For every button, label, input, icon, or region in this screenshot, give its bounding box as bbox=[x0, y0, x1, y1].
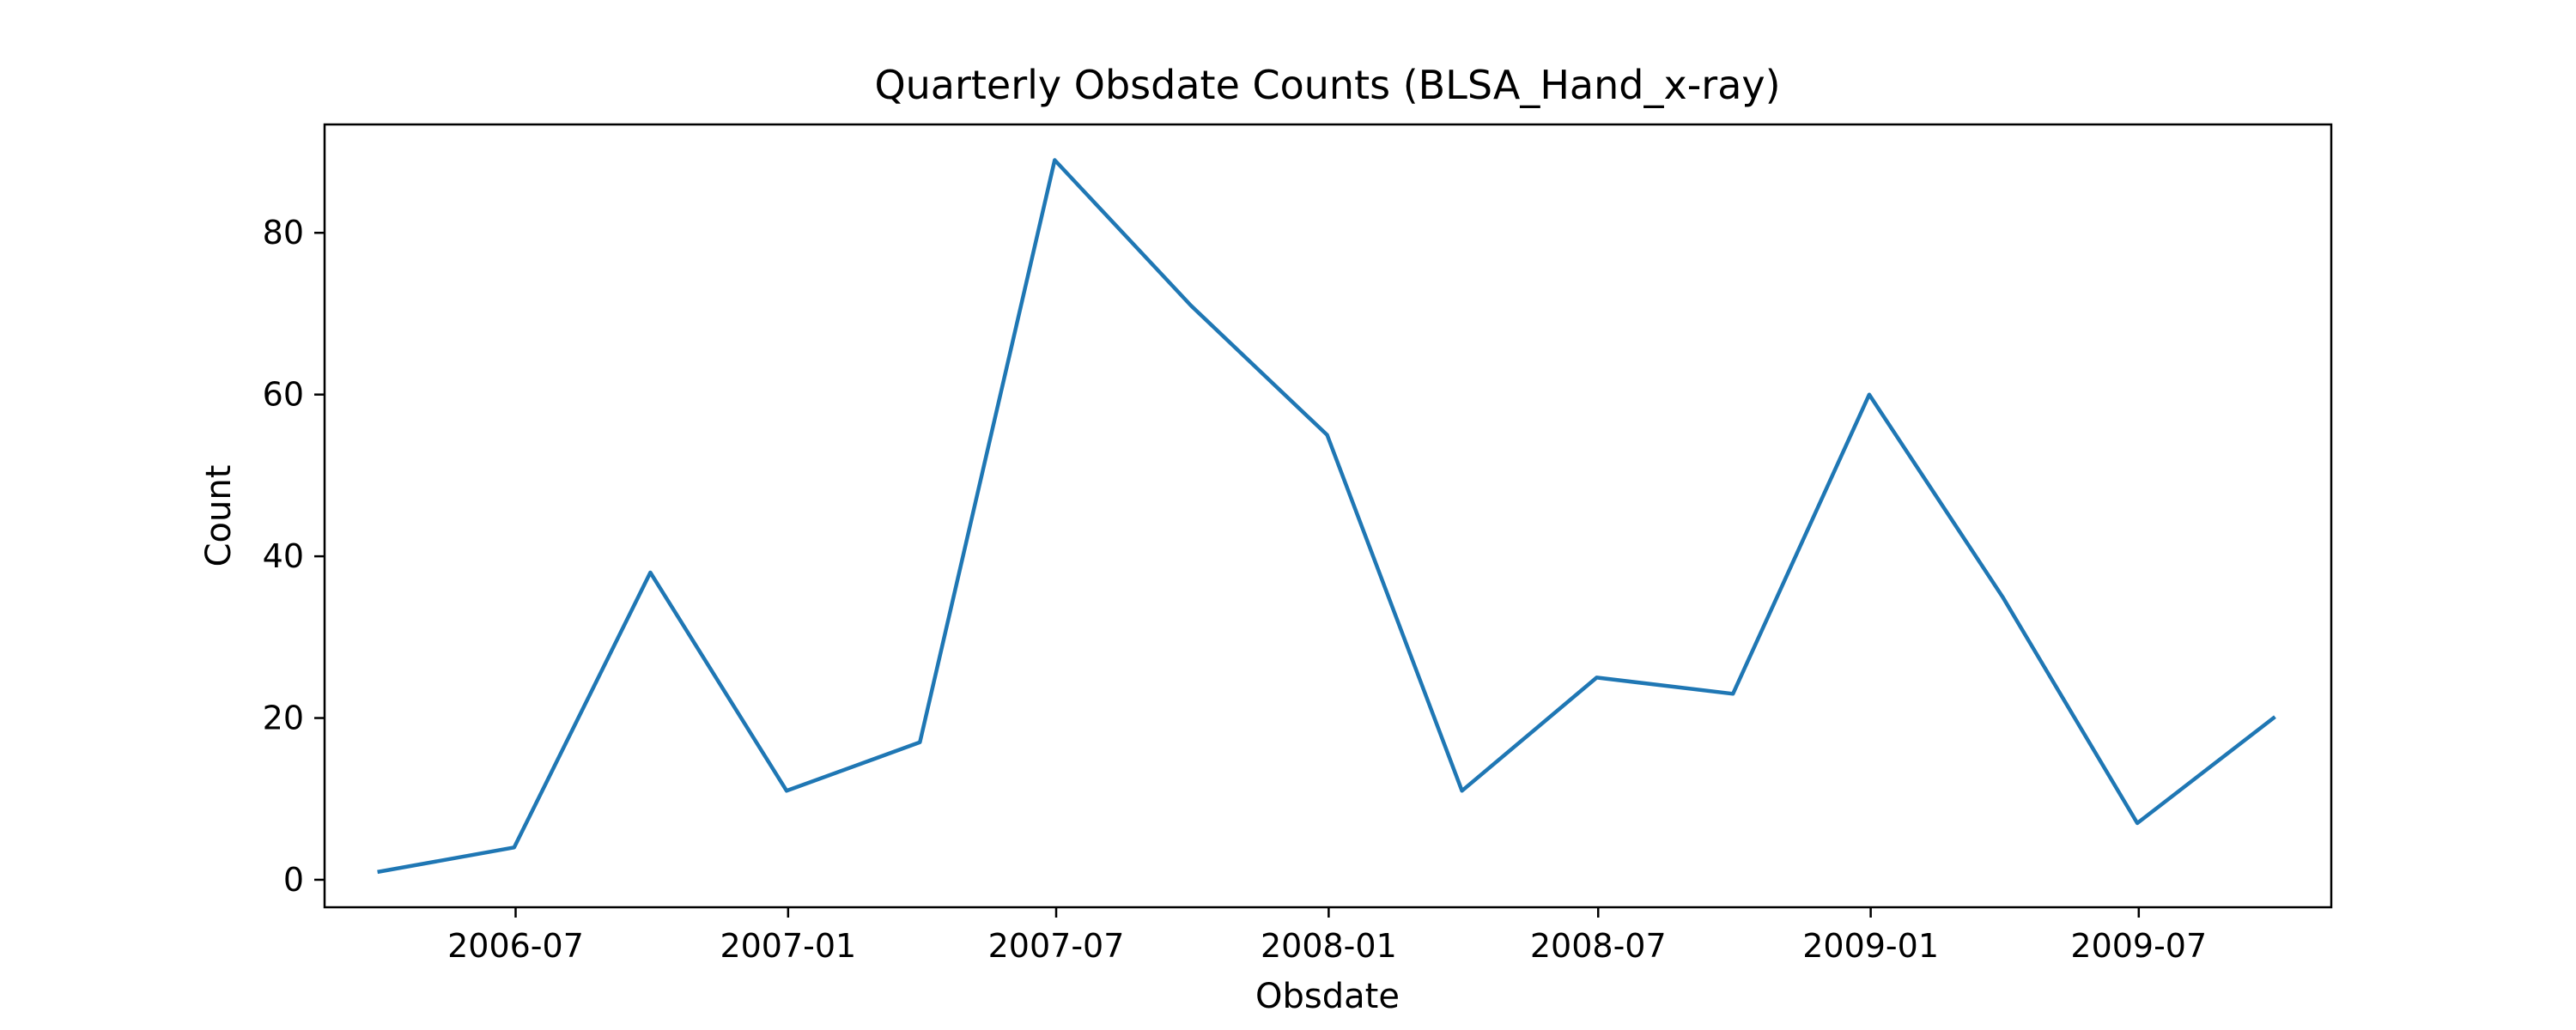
x-tick-label: 2006-07 bbox=[447, 927, 584, 965]
x-axis: 2006-07 2007-01 2007-07 2008-01 2008-07 2009-… bbox=[447, 907, 2207, 965]
y-axis: 0 20 40 60 80 bbox=[263, 214, 325, 899]
y-tick-label: 40 bbox=[263, 537, 304, 575]
y-tick-label: 0 bbox=[283, 861, 304, 899]
x-tick-label: 2007-07 bbox=[988, 927, 1125, 965]
x-axis-label: Obsdate bbox=[1255, 977, 1400, 1016]
y-tick-label: 60 bbox=[263, 376, 304, 414]
y-tick-label: 20 bbox=[263, 700, 304, 737]
x-tick-label: 2009-01 bbox=[1802, 927, 1939, 965]
x-tick-label: 2008-01 bbox=[1261, 927, 1397, 965]
series-line bbox=[377, 158, 2276, 875]
plot-frame bbox=[323, 123, 2333, 909]
y-axis-label: Count bbox=[199, 465, 239, 567]
x-tick-label: 2008-07 bbox=[1530, 927, 1667, 965]
plot-series bbox=[377, 158, 2276, 875]
y-tick-label: 80 bbox=[263, 214, 304, 251]
x-tick-label: 2007-01 bbox=[720, 927, 856, 965]
chart-title: Quarterly Obsdate Counts (BLSA_Hand_x-ra… bbox=[874, 62, 1780, 108]
x-tick-label: 2009-07 bbox=[2070, 927, 2207, 965]
